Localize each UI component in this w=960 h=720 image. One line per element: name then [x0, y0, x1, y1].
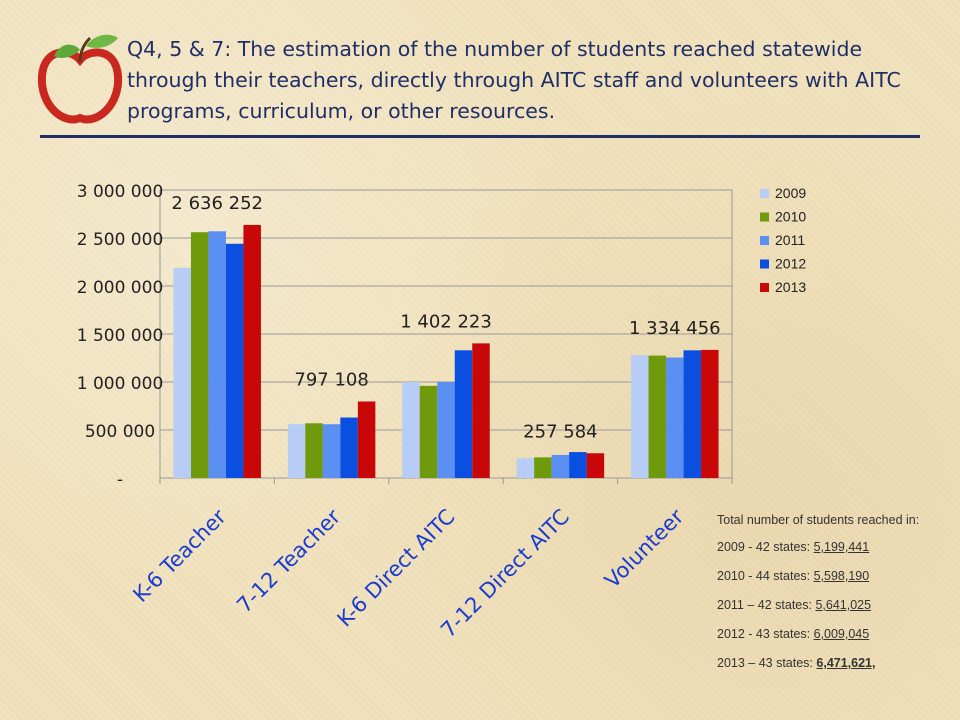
bar — [437, 382, 455, 478]
legend-label: 2012 — [775, 256, 806, 272]
data-label: 797 108 — [294, 369, 368, 390]
totals-row-label: 2009 - 42 states: — [717, 540, 814, 554]
y-tick-label: 3 000 000 — [77, 182, 164, 202]
x-tick-label: Volunteer — [600, 504, 688, 592]
legend-label: 2013 — [775, 279, 806, 295]
totals-row-label: 2013 – 43 states: — [717, 656, 817, 670]
legend-swatch — [760, 283, 769, 292]
bar — [569, 452, 587, 478]
totals-heading: Total number of students reached in: — [717, 513, 920, 527]
bar — [454, 350, 473, 478]
data-label: 2 636 252 — [171, 193, 263, 214]
bar — [631, 355, 649, 478]
totals-row-value: 5,598,190 — [813, 569, 870, 583]
bar — [683, 350, 702, 478]
bar — [472, 343, 490, 478]
title-divider — [40, 135, 920, 138]
slide-title: Q4, 5 & 7: The estimation of the number … — [127, 37, 901, 123]
bar — [701, 349, 719, 478]
totals-row-value: 5,641,025 — [815, 598, 872, 612]
x-tick-label: K-6 Direct AITC — [333, 505, 460, 632]
x-tick-label: 7-12 Direct AITC — [436, 505, 574, 643]
totals-row-label: 2010 - 44 states: — [717, 569, 814, 583]
legend-label: 2011 — [775, 232, 805, 248]
bars — [173, 224, 719, 478]
legend-swatch — [760, 212, 769, 222]
bar — [357, 401, 376, 478]
apple-icon — [37, 34, 123, 124]
totals-row-value: 6,009,045 — [813, 627, 870, 641]
bar — [534, 457, 552, 478]
x-tick-label: 7-12 Teacher — [232, 504, 345, 617]
totals-row-label: 2012 - 43 states: — [717, 627, 814, 641]
bar — [287, 424, 306, 478]
totals-panel: Total number of students reached in: 200… — [717, 512, 952, 685]
totals-row-label: 2011 – 42 states: — [717, 598, 816, 612]
totals-row: 2013 – 43 states: 6,471,621, — [717, 656, 952, 685]
legend-swatch — [760, 189, 769, 198]
totals-row: 2011 – 42 states: 5,641,025 — [717, 598, 952, 627]
bar — [243, 224, 261, 478]
legend: 2009 2010 2011 2012 2013 — [760, 185, 806, 295]
y-tick-label: 2 500 000 — [77, 230, 164, 250]
totals-row: 2009 - 42 states: 5,199,441 — [717, 540, 952, 569]
bar — [586, 453, 605, 478]
bar — [173, 267, 191, 478]
y-tick-label: 1 500 000 — [77, 326, 164, 346]
bar — [666, 357, 684, 478]
bar — [340, 417, 358, 478]
totals-row: 2012 - 43 states: 6,009,045 — [717, 627, 952, 656]
bar — [551, 454, 570, 478]
totals-row-value: 6,471,621, — [816, 656, 876, 670]
data-labels: 2 636 252 797 108 1 402 223 257 584 1 334 45… — [171, 193, 720, 442]
y-tick-label: 1 000 000 — [77, 374, 164, 394]
y-tick-label: 2 000 000 — [77, 278, 164, 298]
legend-label: 2009 — [775, 185, 806, 201]
x-tick-label: K-6 Teacher — [128, 504, 231, 607]
bar — [419, 385, 438, 478]
bar — [648, 355, 667, 478]
data-label: 1 402 223 — [400, 311, 492, 332]
bar — [190, 232, 209, 478]
data-label: 1 334 456 — [629, 318, 721, 339]
y-tick-label: - — [117, 470, 123, 490]
bar — [208, 231, 226, 478]
legend-swatch — [760, 259, 769, 269]
data-label: 257 584 — [523, 421, 597, 442]
y-axis-tick-labels: - 500 000 1 000 000 1 500 000 2 000 000 2 500… — [77, 182, 164, 490]
y-tick-label: 500 000 — [85, 422, 155, 442]
legend-label: 2010 — [775, 209, 806, 225]
bar — [322, 424, 341, 478]
legend-swatch — [760, 236, 769, 245]
bar — [516, 458, 535, 478]
bar — [305, 423, 323, 478]
bar — [225, 243, 244, 478]
totals-row-value: 5,199,441 — [813, 540, 870, 554]
totals-row: 2010 - 44 states: 5,598,190 — [717, 569, 952, 598]
bar — [402, 382, 420, 478]
